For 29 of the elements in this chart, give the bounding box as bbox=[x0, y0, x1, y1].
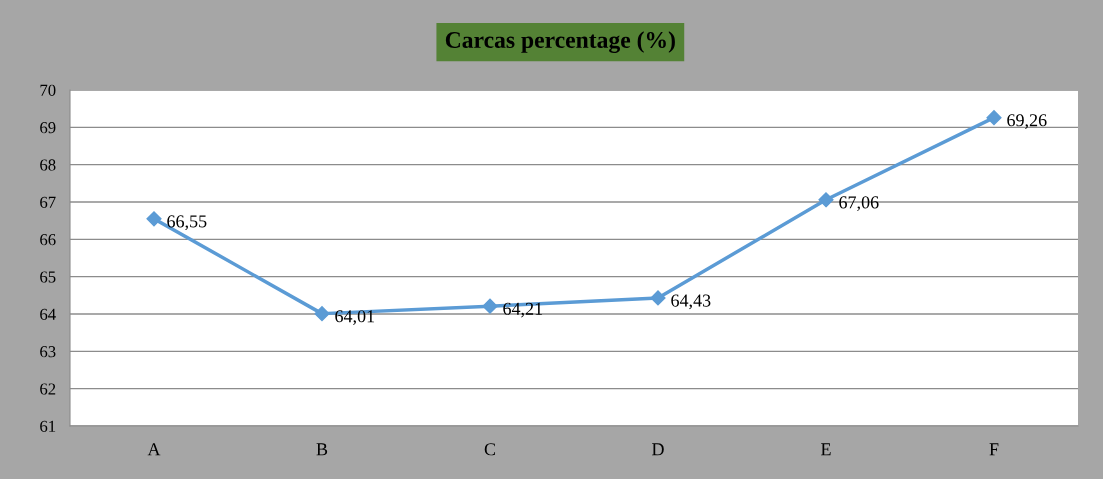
y-tick-label: 62 bbox=[40, 383, 56, 395]
y-tick-label: 69 bbox=[40, 122, 56, 134]
data-label: 64,43 bbox=[671, 294, 711, 310]
chart-title: Carcas percentage (%) bbox=[445, 31, 675, 53]
y-tick-label: 68 bbox=[40, 159, 56, 171]
data-label: 69,26 bbox=[1007, 114, 1047, 129]
y-tick-label: 67 bbox=[40, 196, 56, 208]
y-tick-label: 66 bbox=[40, 234, 56, 246]
point bbox=[986, 110, 1002, 126]
x-tick-label: D bbox=[652, 443, 664, 456]
y-tick-label: 65 bbox=[40, 271, 56, 283]
data-label: 64,01 bbox=[335, 310, 375, 325]
x-tick-label: E bbox=[821, 443, 831, 456]
x-tick-label: F bbox=[989, 443, 999, 456]
point bbox=[482, 298, 498, 314]
y-tick-label: 63 bbox=[40, 346, 56, 358]
point bbox=[146, 211, 162, 227]
point bbox=[650, 290, 666, 306]
x-tick-label: A bbox=[147, 443, 161, 456]
data-label: 67,06 bbox=[839, 196, 879, 212]
x-tick-label: B bbox=[316, 443, 328, 456]
point bbox=[818, 192, 834, 208]
y-tick-label: 70 bbox=[40, 84, 56, 96]
x-tick-label: C bbox=[484, 443, 496, 456]
data-label: 64,21 bbox=[503, 302, 543, 318]
point bbox=[314, 306, 330, 322]
y-tick-label: 61 bbox=[40, 420, 56, 432]
data-label: 66,55 bbox=[167, 215, 207, 231]
y-tick-label: 64 bbox=[40, 308, 56, 320]
